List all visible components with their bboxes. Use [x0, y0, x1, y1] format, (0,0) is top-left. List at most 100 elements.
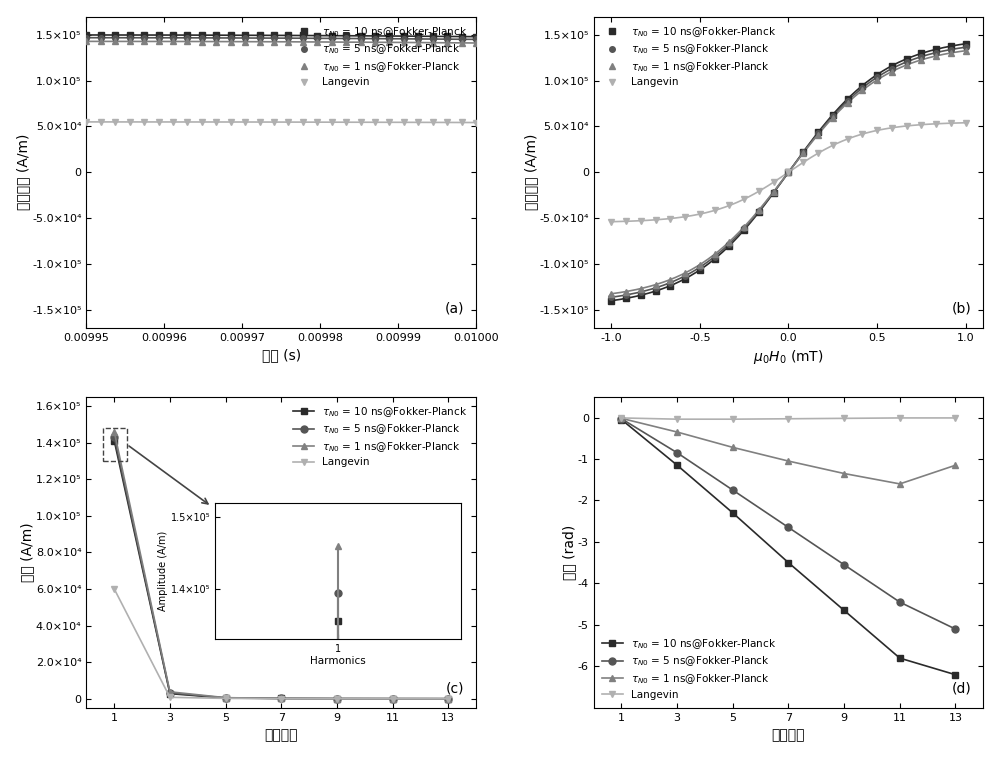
$\tau_{N0}$ = 10 ns@Fokker-Planck: [945, 42, 957, 51]
$\tau_{N0}$ = 5 ns@Fokker-Planck: [615, 414, 627, 424]
$\tau_{N0}$ = 1 ns@Fokker-Planck: [369, 38, 381, 47]
$\tau_{N0}$ = 1 ns@Fokker-Planck: [782, 456, 794, 465]
$\tau_{N0}$ = 10 ns@Fokker-Planck: [782, 558, 794, 567]
$\tau_{N0}$ = 10 ns@Fokker-Planck: [275, 694, 287, 703]
$\tau_{N0}$ = 5 ns@Fokker-Planck: [153, 33, 165, 43]
$\tau_{N0}$ = 10 ns@Fokker-Planck: [456, 32, 468, 41]
$\tau_{N0}$ = 1 ns@Fokker-Planck: [441, 38, 453, 47]
Legend: $\tau_{N0}$ = 10 ns@Fokker-Planck, $\tau_{N0}$ = 5 ns@Fokker-Planck, $\tau_{N0}$: $\tau_{N0}$ = 10 ns@Fokker-Planck, $\tau…: [290, 402, 471, 471]
Langevin: [387, 694, 399, 704]
$\tau_{N0}$ = 1 ns@Fokker-Planck: [709, 250, 721, 259]
$\tau_{N0}$ = 1 ns@Fokker-Planck: [138, 37, 150, 46]
Langevin: [80, 118, 92, 127]
$\tau_{N0}$ = 10 ns@Fokker-Planck: [727, 509, 739, 518]
Langevin: [838, 414, 850, 423]
Langevin: [635, 216, 647, 225]
$\tau_{N0}$ = 1 ns@Fokker-Planck: [753, 206, 765, 215]
X-axis label: $\mu_0H_0$ (mT): $\mu_0H_0$ (mT): [753, 348, 824, 367]
Langevin: [239, 118, 251, 127]
$\tau_{N0}$ = 1 ns@Fokker-Planck: [124, 37, 136, 46]
$\tau_{N0}$ = 10 ns@Fokker-Planck: [738, 225, 750, 235]
$\tau_{N0}$ = 1 ns@Fokker-Planck: [650, 280, 662, 289]
Langevin: [812, 149, 824, 158]
$\tau_{N0}$ = 10 ns@Fokker-Planck: [871, 70, 883, 79]
$\tau_{N0}$ = 5 ns@Fokker-Planck: [664, 278, 676, 287]
$\tau_{N0}$ = 1 ns@Fokker-Planck: [331, 694, 343, 703]
$\tau_{N0}$ = 10 ns@Fokker-Planck: [894, 653, 906, 663]
Langevin: [369, 118, 381, 127]
Langevin: [782, 168, 794, 177]
$\tau_{N0}$ = 5 ns@Fokker-Planck: [727, 486, 739, 495]
$\tau_{N0}$ = 5 ns@Fokker-Planck: [412, 34, 424, 43]
$\tau_{N0}$ = 10 ns@Fokker-Planck: [153, 30, 165, 39]
$\tau_{N0}$ = 5 ns@Fokker-Planck: [355, 34, 367, 43]
$\tau_{N0}$ = 5 ns@Fokker-Planck: [210, 33, 222, 43]
$\tau_{N0}$ = 5 ns@Fokker-Planck: [894, 597, 906, 606]
$\tau_{N0}$ = 1 ns@Fokker-Planck: [470, 39, 482, 48]
Line: $\tau_{N0}$ = 10 ns@Fokker-Planck: $\tau_{N0}$ = 10 ns@Fokker-Planck: [609, 41, 968, 304]
$\tau_{N0}$ = 1 ns@Fokker-Planck: [930, 52, 942, 61]
Line: $\tau_{N0}$ = 1 ns@Fokker-Planck: $\tau_{N0}$ = 1 ns@Fokker-Planck: [609, 48, 968, 297]
Langevin: [442, 694, 454, 704]
$\tau_{N0}$ = 5 ns@Fokker-Planck: [960, 43, 972, 52]
$\tau_{N0}$ = 1 ns@Fokker-Planck: [108, 427, 120, 436]
Y-axis label: 相位 (rad): 相位 (rad): [562, 524, 576, 580]
Line: Langevin: Langevin: [111, 585, 452, 702]
$\tau_{N0}$ = 1 ns@Fokker-Planck: [355, 38, 367, 47]
$\tau_{N0}$ = 1 ns@Fokker-Planck: [153, 37, 165, 46]
$\tau_{N0}$ = 1 ns@Fokker-Planck: [827, 113, 839, 122]
$\tau_{N0}$ = 10 ns@Fokker-Planck: [225, 30, 237, 39]
Langevin: [694, 209, 706, 219]
$\tau_{N0}$ = 5 ns@Fokker-Planck: [254, 33, 266, 43]
$\tau_{N0}$ = 5 ns@Fokker-Planck: [620, 291, 632, 300]
Y-axis label: 磁化强度 (A/m): 磁化强度 (A/m): [524, 134, 538, 210]
$\tau_{N0}$ = 1 ns@Fokker-Planck: [398, 38, 410, 47]
$\tau_{N0}$ = 1 ns@Fokker-Planck: [886, 67, 898, 76]
$\tau_{N0}$ = 10 ns@Fokker-Planck: [620, 294, 632, 303]
$\tau_{N0}$ = 1 ns@Fokker-Planck: [894, 480, 906, 489]
Line: $\tau_{N0}$ = 1 ns@Fokker-Planck: $\tau_{N0}$ = 1 ns@Fokker-Planck: [84, 39, 479, 46]
$\tau_{N0}$ = 10 ns@Fokker-Planck: [635, 291, 647, 300]
$\tau_{N0}$ = 1 ns@Fokker-Planck: [442, 694, 454, 704]
$\tau_{N0}$ = 10 ns@Fokker-Planck: [797, 147, 809, 156]
Langevin: [297, 118, 309, 127]
$\tau_{N0}$ = 5 ns@Fokker-Planck: [427, 34, 439, 43]
Legend: $\tau_{N0}$ = 10 ns@Fokker-Planck, $\tau_{N0}$ = 5 ns@Fokker-Planck, $\tau_{N0}$: $\tau_{N0}$ = 10 ns@Fokker-Planck, $\tau…: [599, 634, 780, 703]
Langevin: [311, 118, 323, 127]
$\tau_{N0}$ = 10 ns@Fokker-Planck: [960, 39, 972, 49]
$\tau_{N0}$ = 5 ns@Fokker-Planck: [782, 523, 794, 532]
$\tau_{N0}$ = 10 ns@Fokker-Planck: [427, 32, 439, 41]
$\tau_{N0}$ = 5 ns@Fokker-Planck: [827, 112, 839, 121]
$\tau_{N0}$ = 10 ns@Fokker-Planck: [239, 30, 251, 39]
$\tau_{N0}$ = 5 ns@Fokker-Planck: [95, 33, 107, 43]
Langevin: [960, 118, 972, 128]
Langevin: [727, 414, 739, 424]
Langevin: [797, 158, 809, 167]
Langevin: [679, 212, 691, 221]
Text: (a): (a): [445, 301, 464, 315]
Langevin: [441, 118, 453, 127]
$\tau_{N0}$ = 10 ns@Fokker-Planck: [605, 296, 617, 305]
Langevin: [164, 693, 176, 702]
$\tau_{N0}$ = 5 ns@Fokker-Planck: [282, 33, 294, 43]
Langevin: [470, 118, 482, 127]
$\tau_{N0}$ = 5 ns@Fokker-Planck: [109, 33, 121, 43]
$\tau_{N0}$ = 1 ns@Fokker-Planck: [768, 187, 780, 196]
$\tau_{N0}$ = 10 ns@Fokker-Planck: [664, 281, 676, 290]
Langevin: [220, 694, 232, 703]
$\tau_{N0}$ = 10 ns@Fokker-Planck: [268, 31, 280, 40]
Langevin: [915, 120, 927, 129]
$\tau_{N0}$ = 5 ns@Fokker-Planck: [930, 48, 942, 57]
Langevin: [871, 126, 883, 135]
$\tau_{N0}$ = 10 ns@Fokker-Planck: [886, 61, 898, 71]
Langevin: [605, 217, 617, 226]
$\tau_{N0}$ = 1 ns@Fokker-Planck: [664, 275, 676, 284]
$\tau_{N0}$ = 1 ns@Fokker-Planck: [782, 168, 794, 177]
$\tau_{N0}$ = 10 ns@Fokker-Planck: [949, 670, 961, 679]
$\tau_{N0}$ = 5 ns@Fokker-Planck: [635, 288, 647, 297]
$\tau_{N0}$ = 10 ns@Fokker-Planck: [340, 31, 352, 40]
Langevin: [340, 118, 352, 127]
$\tau_{N0}$ = 5 ns@Fokker-Planck: [398, 34, 410, 43]
Langevin: [827, 141, 839, 150]
Legend: $\tau_{N0}$ = 10 ns@Fokker-Planck, $\tau_{N0}$ = 5 ns@Fokker-Planck, $\tau_{N0}$: $\tau_{N0}$ = 10 ns@Fokker-Planck, $\tau…: [290, 22, 471, 90]
